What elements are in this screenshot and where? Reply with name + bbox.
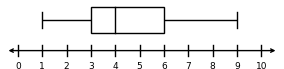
Text: 7: 7	[185, 62, 191, 69]
Bar	[91, 7, 164, 33]
Text: 5: 5	[137, 62, 143, 69]
Text: 9: 9	[234, 62, 240, 69]
Text: 0: 0	[15, 62, 21, 69]
Text: 6: 6	[161, 62, 167, 69]
Text: 3: 3	[88, 62, 94, 69]
Text: 2: 2	[64, 62, 69, 69]
Text: 1: 1	[39, 62, 45, 69]
Text: 10: 10	[256, 62, 267, 69]
Text: 8: 8	[210, 62, 216, 69]
Text: 4: 4	[112, 62, 118, 69]
